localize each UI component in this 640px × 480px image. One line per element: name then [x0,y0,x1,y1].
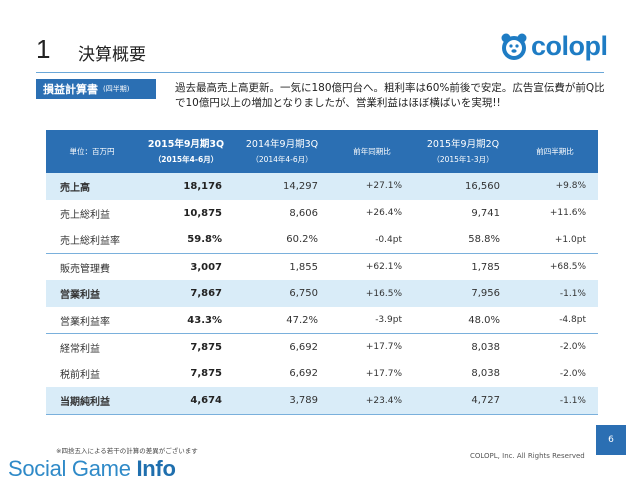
header-unit: 単位：百万円 [46,130,138,173]
income-statement-table: 単位：百万円 2015年9月期3Q （2015年4-6月） 2014年9月期3Q （… [46,130,598,415]
cell-qoq: -1.1% [512,280,598,307]
cell-yoy: -3.9pt [375,315,402,326]
row-label: 売上総利益 [60,209,110,221]
cell-2015-2q: 16,560 [414,173,512,200]
lead-line-2: で10億円以上の増加となりましたが、営業利益はほぼ横ばいを実現!! [175,97,501,109]
cell-2014-3q: 3,789 [234,387,330,415]
row-label: 営業利益率 [60,316,110,328]
slide-number: 1 [36,34,51,64]
slide-title: 決算概要 [78,45,146,65]
cell-2015-3q: 10,875 [183,207,222,219]
page-number-badge: 6 [596,425,626,455]
cell-2015-3q: 18,176 [138,173,234,200]
cell-qoq: -1.1% [512,387,598,415]
cell-qoq: +1.0pt [554,234,586,245]
watermark: Social Game Info [8,456,176,480]
cell-2015-2q: 9,741 [471,207,500,219]
row-label: 税前利益 [60,370,100,382]
cell-2015-3q: 4,674 [138,387,234,415]
cell-yoy: +27.1% [330,173,414,200]
cell-yoy: +26.4% [365,208,402,219]
cell-qoq: -4.8pt [559,315,586,326]
cell-2014-3q: 1,855 [234,252,330,281]
cell-2015-3q: 7,875 [138,333,234,361]
row-label: 売上総利益率 [60,236,120,248]
cell-yoy: +16.5% [330,280,414,307]
section-tag: 損益計算書 (四半期) [36,79,156,99]
watermark-regular: Social Game [8,456,137,480]
cell-yoy: +23.4% [330,387,414,415]
copyright-text: COLOPL, Inc. All Rights Reserved [470,452,585,460]
cell-2015-2q: 7,956 [414,280,512,307]
section-tag-label: 損益計算書 [43,83,98,96]
cell-2014-3q: 14,297 [234,173,330,200]
cell-qoq: +9.8% [512,173,598,200]
cell-2015-2q: 1,785 [414,252,512,281]
row-label: 当期純利益 [46,387,138,415]
row-label: 売上高 [46,173,138,200]
cell-yoy: +17.7% [330,333,414,361]
lead-line-1: 過去最高売上高更新。一気に180億円台へ。粗利率は60%前後で安定。広告宣伝費が… [175,82,605,94]
table-row: 経常利益 7,875 6,692 +17.7% 8,038 -2.0% [46,333,598,361]
header-col-1: 2015年9月期3Q （2015年4-6月） [138,130,234,173]
colopl-logo: colopl [500,30,608,64]
table-row: 売上総利益 10,875 8,606 +26.4% 9,741 +11.6% [46,200,598,227]
table-row: 税前利益 7,875 6,692 +17.7% 8,038 -2.0% [46,361,598,388]
lead-text: 過去最高売上高更新。一気に180億円台へ。粗利率は60%前後で安定。広告宣伝費が… [175,81,615,111]
header-col-3: 前年同期比 [330,130,414,173]
cell-2015-3q: 7,867 [138,280,234,307]
table-row: 販売管理費 3,007 1,855 +62.1% 1,785 +68.5% [46,252,598,281]
rounding-note: ※四捨五入による若干の計算の差異がございます [56,447,198,455]
logo-text: colopl [531,30,608,61]
cell-2015-3q: 3,007 [138,252,234,281]
header-divider [36,72,604,73]
row-label: 販売管理費 [46,252,138,281]
cell-2014-3q: 8,606 [289,207,318,219]
cell-2015-2q: 4,727 [414,387,512,415]
cell-qoq: -2.0% [559,368,586,379]
cell-2014-3q: 6,692 [289,368,318,380]
cell-yoy: -0.4pt [375,234,402,245]
cell-qoq: +11.6% [549,208,586,219]
cell-2015-2q: 58.8% [468,234,500,246]
cell-2015-2q: 48.0% [468,314,500,326]
table-row: 売上総利益率 59.8% 60.2% -0.4pt 58.8% +1.0pt [46,227,598,254]
cell-2014-3q: 6,750 [234,280,330,307]
cell-2014-3q: 60.2% [286,234,318,246]
table-row: 当期純利益 4,674 3,789 +23.4% 4,727 -1.1% [46,387,598,415]
cell-2015-3q: 43.3% [187,314,222,326]
cell-yoy: +17.7% [365,368,402,379]
cell-2014-3q: 47.2% [286,314,318,326]
row-label: 営業利益 [46,280,138,307]
cell-qoq: -2.0% [512,333,598,361]
cell-yoy: +62.1% [330,252,414,281]
colopl-bear-icon [500,32,530,62]
row-label: 経常利益 [46,333,138,361]
table-row: 営業利益率 43.3% 47.2% -3.9pt 48.0% -4.8pt [46,307,598,334]
slide-header: 1 決算概要 colopl [0,0,640,70]
section-tag-sub: (四半期) [103,85,130,93]
header-col-2: 2014年9月期3Q （2014年4-6月） [234,130,330,173]
cell-2015-3q: 7,875 [190,368,222,380]
table-row: 営業利益 7,867 6,750 +16.5% 7,956 -1.1% [46,280,598,307]
watermark-bold: Info [136,456,176,480]
cell-2015-2q: 8,038 [414,333,512,361]
cell-2015-3q: 59.8% [187,234,222,246]
header-col-5: 前四半期比 [512,130,598,173]
cell-2014-3q: 6,692 [234,333,330,361]
cell-qoq: +68.5% [512,252,598,281]
table-row: 売上高 18,176 14,297 +27.1% 16,560 +9.8% [46,173,598,200]
table-header-row: 単位：百万円 2015年9月期3Q （2015年4-6月） 2014年9月期3Q （… [46,130,598,173]
cell-2015-2q: 8,038 [471,368,500,380]
header-col-4: 2015年9月期2Q （2015年1-3月） [414,130,512,173]
